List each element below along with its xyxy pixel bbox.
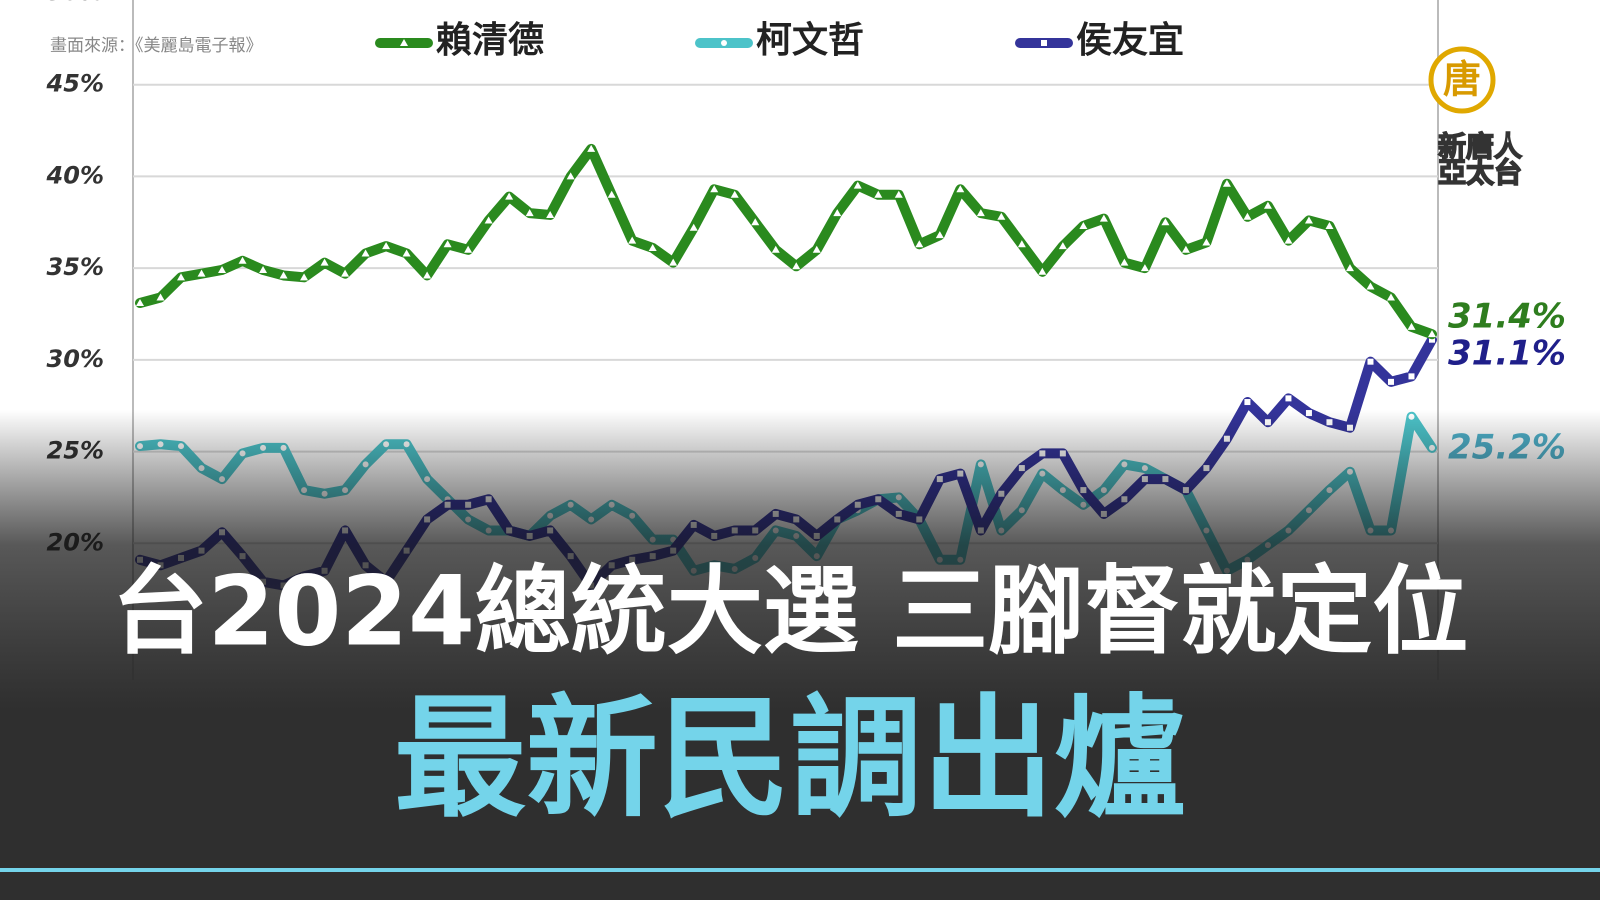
marker [935, 231, 944, 239]
marker [628, 236, 637, 244]
end-label: 31.4% [1448, 297, 1566, 337]
marker [484, 216, 493, 224]
marker [1407, 322, 1416, 330]
marker [238, 256, 247, 264]
marker [1304, 216, 1313, 224]
headline-1: 台2024總統大選 三腳督就定位 [112, 555, 1469, 667]
marker [607, 190, 616, 198]
marker [464, 245, 473, 253]
marker [1366, 282, 1375, 290]
marker [177, 273, 186, 281]
marker [402, 249, 411, 257]
logo-ring [1428, 46, 1496, 114]
marker [320, 258, 329, 266]
marker [833, 209, 842, 217]
marker [546, 210, 555, 218]
headline-2: 最新民調出爐 [394, 682, 1186, 836]
marker [1429, 336, 1435, 343]
marker [1017, 240, 1026, 248]
marker [525, 209, 534, 217]
marker [1058, 242, 1067, 250]
marker [423, 271, 432, 279]
marker [956, 185, 965, 193]
marker [1243, 212, 1252, 220]
end-label: 31.1% [1448, 334, 1566, 374]
marker [1387, 378, 1394, 385]
legend-label: 侯友宜 [1076, 20, 1184, 61]
series-line [135, 143, 1437, 340]
marker [730, 190, 739, 198]
marker [648, 243, 657, 251]
marker [1386, 293, 1395, 301]
marker [1140, 264, 1149, 272]
marker [566, 172, 575, 180]
marker [341, 269, 350, 277]
overlay [0, 410, 1600, 710]
marker [853, 181, 862, 189]
marker [300, 273, 309, 281]
marker [1284, 236, 1293, 244]
marker [1099, 214, 1108, 222]
legend-label: 賴清德 [436, 20, 544, 61]
marker [689, 223, 698, 231]
marker [1181, 245, 1190, 253]
y-tick-label: 40% [46, 161, 104, 189]
marker [382, 242, 391, 250]
logo-line1: 新唐人 [1438, 130, 1522, 163]
marker [710, 185, 719, 193]
marker [218, 265, 227, 273]
logo: 唐 新唐人 亞太台 [1428, 46, 1523, 190]
marker [1345, 264, 1354, 272]
logo-line2: 亞太台 [1438, 156, 1522, 189]
marker [1161, 218, 1170, 226]
marker [792, 262, 801, 270]
divider [0, 868, 1600, 872]
y-tick-label: 35% [47, 253, 104, 281]
legend-label: 柯文哲 [756, 20, 864, 61]
marker [197, 269, 206, 277]
marker [1244, 399, 1251, 406]
source: 畫面來源：《美麗島電子報》 [50, 36, 263, 56]
marker [894, 190, 903, 198]
marker [997, 212, 1006, 220]
marker [874, 190, 883, 198]
marker [279, 271, 288, 279]
marker [1367, 358, 1374, 365]
y-tick-label: 30% [47, 345, 104, 373]
marker [400, 39, 408, 46]
marker [1408, 373, 1415, 380]
marker [812, 245, 821, 253]
marker [771, 245, 780, 253]
marker [1038, 267, 1047, 275]
y-tick-label: 50% [47, 0, 104, 6]
logo-mark: 唐 [1443, 58, 1481, 102]
marker [1041, 40, 1047, 46]
marker [976, 209, 985, 217]
marker [136, 298, 144, 306]
marker [1325, 221, 1334, 229]
marker [751, 218, 760, 226]
marker [669, 258, 678, 266]
marker [1202, 238, 1211, 246]
marker [361, 249, 370, 257]
marker [259, 265, 268, 273]
marker [156, 293, 165, 301]
marker [505, 192, 514, 200]
marker [915, 240, 924, 248]
marker [1285, 395, 1292, 402]
marker [443, 240, 452, 248]
marker [1263, 201, 1272, 209]
marker [1428, 330, 1436, 338]
marker [1079, 221, 1088, 229]
marker [1120, 258, 1129, 266]
marker [587, 144, 596, 152]
marker [721, 40, 727, 46]
marker [1222, 179, 1231, 187]
y-tick-label: 45% [46, 70, 104, 98]
legend: 賴清德 柯文哲 侯友宜 [375, 20, 1184, 61]
